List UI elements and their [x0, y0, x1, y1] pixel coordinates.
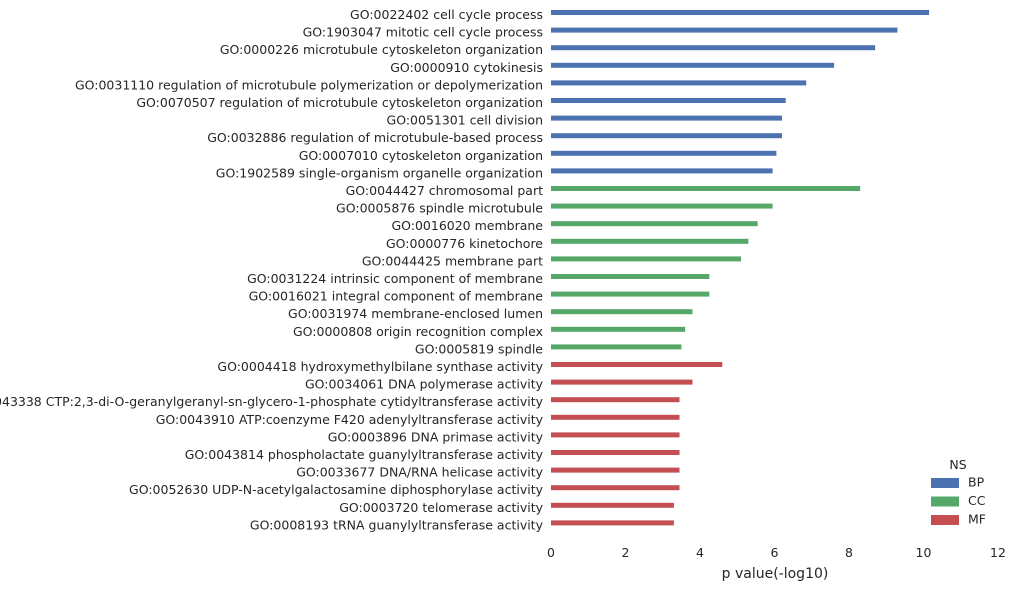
bar-cc: [551, 274, 710, 279]
bar-cc: [551, 221, 758, 227]
x-tick-label: 0: [547, 545, 555, 560]
category-label: GO:0070507 regulation of microtubule cyt…: [136, 95, 543, 110]
x-tick-label: 2: [622, 545, 630, 560]
bar-mf: [551, 502, 674, 508]
legend-label-mf: MF: [968, 512, 986, 527]
category-label: GO:0032886 regulation of microtubule-bas…: [207, 130, 543, 145]
category-labels: GO:0022402 cell cycle process GO:1903047 …: [0, 7, 544, 532]
legend-swatch-mf: [931, 515, 959, 525]
category-label: GO:0000910 cytokinesis: [390, 60, 543, 75]
bar-cc: [551, 186, 861, 191]
category-label: GO:0033677 DNA/RNA helicase activity: [296, 465, 543, 480]
x-axis-ticks: 0 2 4 6 8 10 12: [547, 545, 1006, 560]
bar-cc: [551, 238, 749, 244]
category-label: GO:0007010 cytoskeleton organization: [299, 148, 543, 163]
category-label: GO:0016021 integral component of membran…: [249, 289, 544, 304]
bar-bp: [551, 27, 898, 33]
bar-mf: [551, 450, 680, 455]
bar-bp: [551, 150, 777, 156]
category-label: GO:0000808 origin recognition complex: [293, 324, 543, 339]
category-label: GO:0005819 spindle: [415, 341, 543, 356]
category-label: GO:0000776 kinetochore: [386, 236, 543, 251]
bar-bp: [551, 80, 807, 86]
category-label: GO:0003896 DNA primase activity: [328, 429, 544, 444]
x-tick-label: 4: [696, 545, 704, 560]
bar-mf: [551, 467, 680, 473]
legend-title: NS: [949, 457, 966, 472]
bar-mf: [551, 379, 693, 385]
legend-label-cc: CC: [968, 493, 986, 508]
category-label: GO:0016020 membrane: [391, 218, 543, 233]
category-label: GO:0044425 membrane part: [362, 253, 543, 268]
category-label: GO:0043910 ATP:coenzyme F420 adenylyltra…: [156, 412, 544, 427]
x-tick-label: 8: [845, 545, 853, 560]
bar-mf: [551, 432, 680, 438]
bar-bp: [551, 62, 835, 68]
legend-swatch-cc: [931, 496, 959, 507]
bar-bp: [551, 168, 773, 174]
bar-cc: [551, 326, 686, 332]
legend: NS BP CC MF: [931, 457, 986, 527]
bar-mf: [551, 485, 680, 491]
bar-bp: [551, 133, 782, 139]
bars-layer: [551, 10, 930, 526]
category-label: GO:1903047 mitotic cell cycle process: [303, 25, 543, 40]
bar-bp: [551, 98, 786, 103]
x-axis-title: p value(-log10): [722, 566, 829, 582]
legend-label-bp: BP: [968, 475, 985, 490]
category-label: GO:0022402 cell cycle process: [350, 7, 543, 22]
bar-cc: [551, 291, 710, 297]
category-label: GO:0043814 phospholactate guanylyltransf…: [185, 447, 544, 462]
bar-cc: [551, 256, 741, 262]
category-label: GO:0034061 DNA polymerase activity: [305, 377, 544, 392]
category-label: GO:1902589 single-organism organelle org…: [216, 165, 543, 180]
category-label: GO:0043338 CTP:2,3-di-O-geranylgeranyl-s…: [0, 394, 544, 409]
x-tick-label: 6: [771, 545, 779, 560]
category-label: GO:0004418 hydroxymethylbilane synthase …: [217, 359, 543, 374]
bar-bp: [551, 115, 782, 121]
bar-cc: [551, 203, 773, 209]
bar-mf: [551, 362, 723, 367]
bar-mf: [551, 520, 674, 526]
x-tick-label: 12: [990, 545, 1006, 560]
category-label: GO:0031974 membrane-enclosed lumen: [288, 306, 543, 321]
category-label: GO:0031110 regulation of microtubule pol…: [75, 77, 543, 92]
bar-cc: [551, 344, 682, 350]
legend-items: BP CC MF: [931, 475, 986, 527]
category-label: GO:0052630 UDP-N-acetylgalactosamine dip…: [129, 482, 544, 497]
category-label: GO:0051301 cell division: [387, 113, 543, 128]
category-label: GO:0000226 microtubule cytoskeleton orga…: [220, 42, 543, 57]
category-label: GO:0003720 telomerase activity: [339, 500, 543, 515]
category-label: GO:0005876 spindle microtubule: [336, 201, 543, 216]
bar-cc: [551, 309, 693, 315]
bar-bp: [551, 10, 930, 15]
bar-bp: [551, 45, 876, 51]
category-label: GO:0044427 chromosomal part: [346, 183, 543, 198]
x-tick-label: 10: [916, 545, 932, 560]
bar-mf: [551, 397, 680, 403]
category-label: GO:0008193 tRNA guanylyltransferase acti…: [250, 517, 544, 532]
legend-swatch-bp: [931, 478, 959, 488]
category-label: GO:0031224 intrinsic component of membra…: [247, 271, 543, 286]
bar-mf: [551, 414, 680, 420]
